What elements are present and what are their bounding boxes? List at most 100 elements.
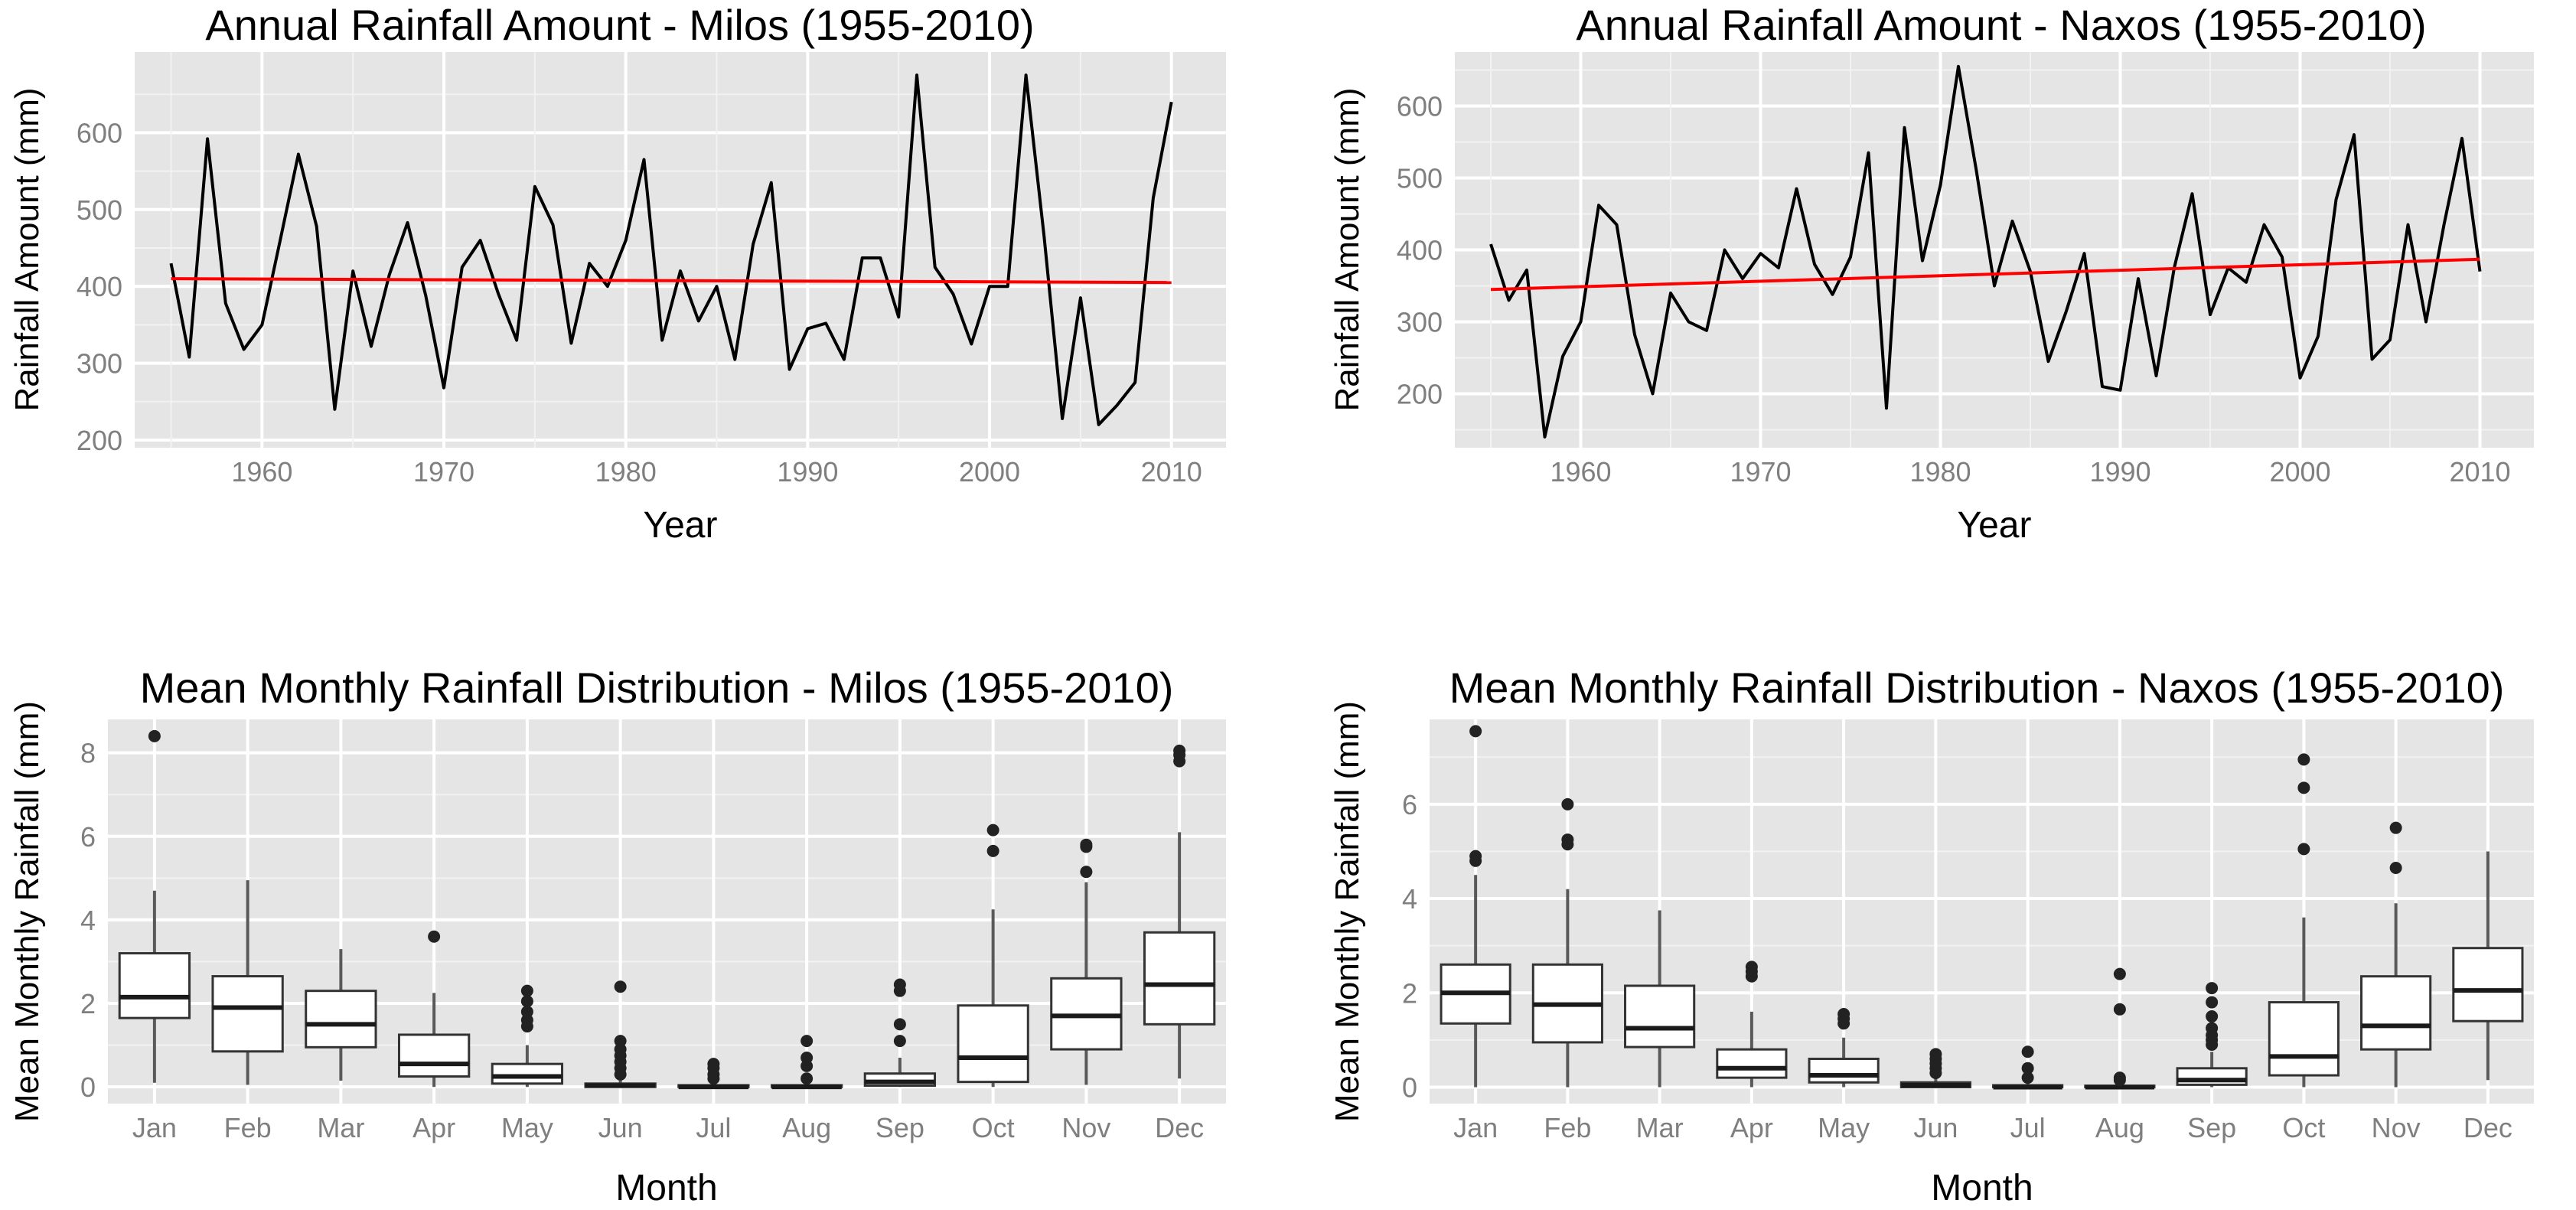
x-axis-label: Year bbox=[644, 505, 718, 546]
outlier-point bbox=[2113, 1003, 2126, 1016]
x-tick-label: 1980 bbox=[595, 456, 657, 488]
box-aug bbox=[2084, 967, 2156, 1090]
box-iqr bbox=[491, 1062, 564, 1085]
box-iqr bbox=[1808, 1057, 1880, 1084]
outlier-point bbox=[148, 729, 161, 742]
box-aug bbox=[770, 1035, 843, 1090]
chart-title: Mean Monthly Rainfall Distribution - Mil… bbox=[140, 664, 1174, 712]
box-iqr bbox=[397, 1033, 471, 1078]
x-tick-label: Sep bbox=[876, 1112, 924, 1143]
outlier-point bbox=[520, 995, 533, 1008]
x-tick-label: Aug bbox=[782, 1112, 831, 1143]
outlier-point bbox=[801, 1051, 814, 1064]
outlier-point bbox=[1080, 838, 1093, 851]
box-iqr bbox=[1143, 931, 1216, 1026]
y-tick-label: 200 bbox=[77, 425, 122, 456]
panel-milos-monthly: Mean Monthly Rainfall Distribution - Mil… bbox=[8, 664, 1226, 1208]
x-tick-label: Apr bbox=[412, 1112, 455, 1143]
chart-title: Annual Rainfall Amount - Milos (1955-201… bbox=[205, 1, 1034, 49]
x-tick-label: Mar bbox=[317, 1112, 364, 1143]
y-tick-label: 400 bbox=[77, 271, 122, 302]
x-tick-label: Oct bbox=[2282, 1112, 2325, 1143]
y-axis-label: Mean Monthly Rainfall (mm) bbox=[8, 701, 46, 1122]
x-tick-label: Feb bbox=[1544, 1112, 1591, 1143]
outlier-point bbox=[2297, 753, 2310, 766]
chart-title: Mean Monthly Rainfall Distribution - Nax… bbox=[1449, 664, 2505, 712]
x-tick-label: 1970 bbox=[1730, 456, 1791, 488]
box-iqr bbox=[305, 990, 377, 1049]
box-iqr bbox=[118, 952, 191, 1019]
y-tick-label: 600 bbox=[1397, 91, 1443, 122]
outlier-point bbox=[1173, 744, 1186, 757]
x-tick-label: Mar bbox=[1636, 1112, 1684, 1143]
outlier-point bbox=[2297, 781, 2310, 794]
x-tick-label: May bbox=[501, 1112, 553, 1143]
y-tick-label: 500 bbox=[77, 194, 122, 226]
outlier-point bbox=[2021, 1062, 2034, 1075]
box-oct bbox=[2268, 753, 2340, 1088]
outlier-point bbox=[986, 844, 999, 857]
outlier-point bbox=[2206, 996, 2219, 1009]
grid bbox=[135, 52, 1226, 448]
x-tick-label: Sep bbox=[2187, 1112, 2236, 1143]
outlier-point bbox=[801, 1072, 814, 1085]
outlier-point bbox=[2113, 967, 2126, 980]
chart-title: Annual Rainfall Amount - Naxos (1955-201… bbox=[1576, 1, 2426, 49]
outlier-point bbox=[2206, 982, 2219, 995]
panel-naxos-annual: Annual Rainfall Amount - Naxos (1955-201… bbox=[1329, 1, 2534, 546]
plot-background bbox=[108, 719, 1226, 1104]
x-tick-label: 1990 bbox=[2089, 456, 2150, 488]
outlier-point bbox=[893, 1018, 906, 1031]
box-oct bbox=[957, 824, 1029, 1088]
series-layer bbox=[1489, 64, 2482, 439]
outlier-point bbox=[1745, 960, 1758, 974]
box-feb bbox=[211, 880, 284, 1085]
outlier-point bbox=[893, 978, 906, 991]
box-dec bbox=[1143, 744, 1216, 1079]
y-axis-label: Rainfall Amount (mm) bbox=[1329, 87, 1366, 411]
x-tick-label: Jun bbox=[1913, 1112, 1958, 1143]
x-tick-label: 2010 bbox=[2449, 456, 2510, 488]
outlier-point bbox=[2113, 1071, 2126, 1084]
box-jun bbox=[1899, 1048, 1971, 1088]
box-sep bbox=[2176, 982, 2248, 1088]
x-tick-label: Nov bbox=[2372, 1112, 2421, 1143]
y-tick-labels: 0 2 4 6 8 bbox=[80, 738, 96, 1104]
x-axis-label: Month bbox=[615, 1168, 717, 1208]
box-apr bbox=[397, 930, 471, 1088]
x-tick-label: 1970 bbox=[413, 456, 474, 488]
y-tick-label: 400 bbox=[1397, 235, 1443, 266]
x-tick-label: Jan bbox=[132, 1112, 177, 1143]
outlier-point bbox=[801, 1035, 814, 1048]
grid bbox=[1430, 719, 2534, 1104]
box-apr bbox=[1716, 960, 1788, 1088]
outlier-point bbox=[986, 824, 999, 837]
y-tick-label: 300 bbox=[1397, 307, 1443, 338]
y-tick-labels: 200 300 400 500 600 bbox=[77, 117, 122, 456]
y-tick-labels: 0 2 4 6 bbox=[1402, 789, 1417, 1104]
x-tick-label: May bbox=[1818, 1112, 1870, 1143]
box-iqr bbox=[2360, 975, 2432, 1051]
x-tick-labels: 1960 1970 1980 1990 2000 2010 bbox=[1550, 456, 2510, 488]
x-tick-label: 1990 bbox=[777, 456, 838, 488]
outlier-point bbox=[1080, 866, 1093, 879]
outlier-point bbox=[520, 984, 533, 997]
outlier-point bbox=[428, 930, 441, 943]
x-tick-label: Feb bbox=[224, 1112, 272, 1143]
outlier-point bbox=[1469, 725, 1482, 738]
x-tick-label: 2000 bbox=[959, 456, 1020, 488]
x-tick-label: Nov bbox=[1061, 1112, 1110, 1143]
y-tick-label: 200 bbox=[1397, 379, 1443, 410]
y-tick-label: 500 bbox=[1397, 163, 1443, 194]
box-jan bbox=[1440, 725, 1511, 1088]
box-iqr bbox=[1624, 984, 1696, 1049]
outlier-point bbox=[1469, 850, 1482, 863]
outlier-point bbox=[520, 1005, 533, 1018]
y-tick-label: 2 bbox=[1402, 977, 1417, 1009]
series-layer bbox=[169, 73, 1173, 426]
x-tick-labels: Jan Feb Mar Apr May Jun Jul Aug Sep Oct Nov Dec bbox=[1453, 1112, 2512, 1143]
x-tick-label: Aug bbox=[2095, 1112, 2144, 1143]
box-jan bbox=[118, 729, 191, 1083]
rainfall-line bbox=[1489, 64, 2482, 439]
x-tick-label: Apr bbox=[1730, 1112, 1773, 1143]
